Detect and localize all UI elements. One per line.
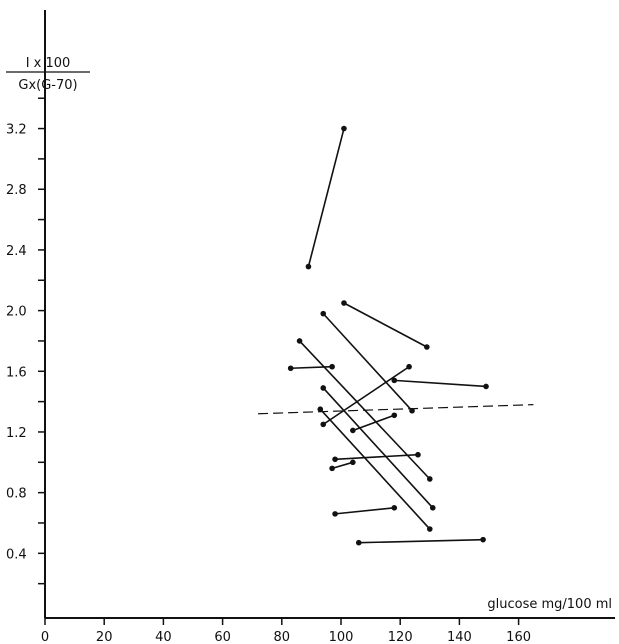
data-point (391, 377, 398, 384)
y-axis-label-denominator: Gx(G-70) (18, 78, 77, 93)
x-tick-label: 0 (41, 630, 49, 644)
data-point (332, 456, 338, 463)
data-segment (335, 453, 419, 461)
data-pair-3 (320, 310, 415, 414)
y-tick-label: 1.2 (6, 426, 27, 441)
data-segment (322, 366, 410, 426)
data-point (429, 505, 436, 511)
y-axis-label: I x 100 Gx(G-70) (6, 56, 90, 93)
data-pair-10 (350, 412, 398, 434)
y-tick-label: 2.4 (6, 244, 27, 259)
x-tick-label: 120 (388, 630, 413, 644)
x-tick-label: 160 (506, 630, 531, 644)
x-tick-label: 140 (447, 630, 472, 644)
data-pair-11 (332, 451, 421, 463)
data-point (415, 451, 421, 458)
y-tick-label: 1.6 (6, 365, 27, 380)
data-segments (258, 125, 534, 546)
y-tick-label: 2.0 (6, 305, 27, 320)
data-point (424, 344, 430, 350)
data-point (320, 310, 327, 317)
data-point (296, 338, 303, 344)
data-point (320, 421, 327, 428)
reference-dashed-line (258, 404, 534, 415)
data-point (329, 363, 335, 370)
x-tick-label: 40 (155, 630, 172, 644)
data-point (480, 536, 486, 543)
data-pair-8 (320, 385, 436, 511)
data-point (341, 125, 347, 132)
data-pair-5 (287, 363, 335, 372)
data-point (329, 465, 335, 472)
data-point (391, 505, 398, 511)
data-point (305, 263, 312, 270)
data-pair-2 (341, 300, 430, 350)
data-segment (334, 507, 395, 515)
y-tick-label: 3.2 (6, 123, 27, 138)
data-point (427, 476, 433, 482)
axis-ticks: 0 20 40 60 80 100 120 140 160 0.4 0.8 1.2 1.6 2.0 2.4 2… (6, 97, 531, 644)
x-tick-label: 20 (96, 630, 113, 644)
data-pair-13 (332, 505, 398, 517)
y-tick-label: 0.8 (6, 487, 27, 502)
data-pair-1 (305, 125, 347, 270)
data-point (355, 539, 362, 546)
data-pair-12 (329, 459, 356, 472)
data-segment (331, 461, 354, 470)
data-point (317, 406, 324, 413)
data-segment (290, 365, 333, 370)
data-segment (394, 379, 487, 388)
data-segment (358, 538, 484, 544)
data-point (341, 300, 347, 306)
data-segment (352, 414, 395, 432)
data-segment (322, 387, 434, 509)
data-segment (343, 302, 428, 348)
data-point (406, 363, 412, 370)
data-point (391, 412, 398, 419)
x-tick-label: 60 (214, 630, 231, 644)
data-segment (307, 128, 345, 267)
y-axis-label-numerator: I x 100 (26, 56, 71, 71)
data-point (350, 459, 356, 466)
data-pair-7 (391, 377, 489, 390)
data-pair-6 (320, 363, 412, 428)
data-point (427, 526, 433, 532)
x-tick-label: 100 (329, 630, 354, 644)
data-segment (319, 408, 431, 530)
data-point (350, 427, 356, 434)
data-point (332, 511, 338, 517)
x-axis-label: glucose mg/100 ml (487, 597, 612, 612)
data-point (287, 365, 294, 372)
data-segment (322, 313, 413, 412)
data-pair-14 (355, 536, 486, 546)
data-point (409, 407, 415, 414)
x-tick-label: 80 (274, 630, 291, 644)
y-tick-label: 2.8 (6, 183, 27, 198)
data-point (483, 383, 489, 390)
data-pair-9 (317, 406, 433, 532)
y-tick-label: 0.4 (6, 547, 27, 562)
data-point (320, 385, 327, 391)
